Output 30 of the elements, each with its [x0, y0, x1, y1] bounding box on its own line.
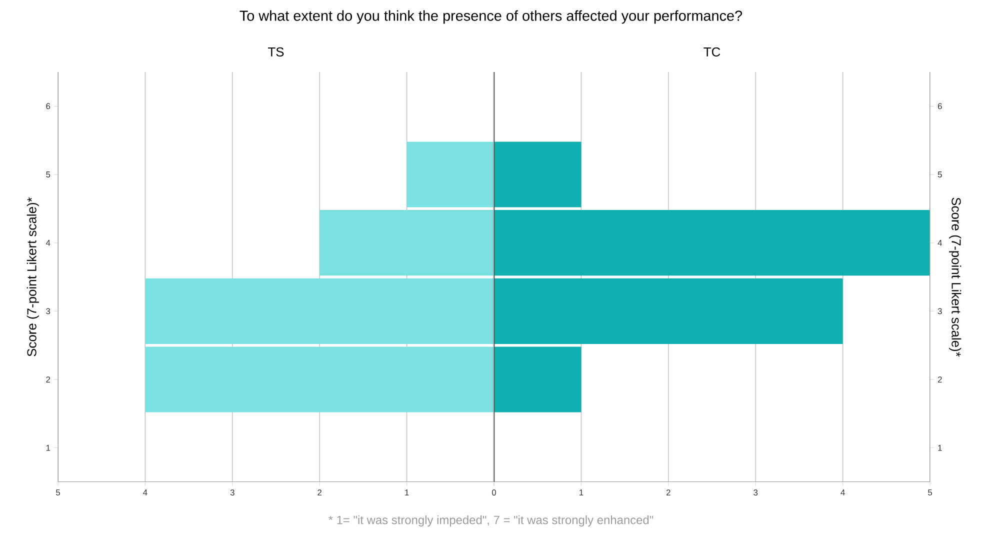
x-tick-label: 3 — [230, 490, 234, 496]
y-tick-label: 5 — [46, 172, 50, 178]
x-tick-label: 4 — [840, 490, 845, 496]
y-tick-label: 2 — [46, 376, 50, 382]
x-tick-label: 0 — [492, 490, 496, 496]
y-tick-label: 4 — [46, 240, 50, 246]
x-tick-label: 1 — [405, 490, 409, 496]
x-tick-label: 4 — [143, 490, 148, 496]
y-tick-label: 3 — [46, 308, 50, 314]
y-tick-label: 2 — [938, 376, 942, 382]
x-tick-label: 2 — [318, 490, 322, 496]
y-tick-label: 6 — [938, 103, 942, 110]
x-tick-label: 2 — [666, 490, 670, 496]
chart-title: To what extent do you think the presence of others affected your performance? — [240, 10, 742, 24]
y-tick-label: 1 — [46, 444, 50, 451]
chart-subtitle: TS — [268, 47, 284, 57]
x-tick-label: 3 — [754, 490, 758, 496]
x-tick-label: 5 — [56, 490, 60, 496]
y-tick-label: 5 — [938, 172, 942, 178]
text: * 1= "it was strongly impeded", 7 = "it was strongly enhanced" — [328, 515, 654, 527]
y-axis-title: Score (7-point Likert scale)* — [26, 197, 39, 356]
y-tick-label: 3 — [938, 308, 942, 314]
y-tick-label: 6 — [46, 103, 50, 110]
x-tick-label: 5 — [928, 490, 932, 496]
y-tick-label: 1 — [938, 444, 942, 451]
y2-axis-title: Score (7-point Likert scale)* — [949, 198, 962, 357]
bar — [494, 346, 582, 412]
chart-subtitle: TC — [704, 47, 720, 57]
y-tick-label: 4 — [938, 240, 942, 246]
x-tick-label: 1 — [579, 490, 584, 496]
